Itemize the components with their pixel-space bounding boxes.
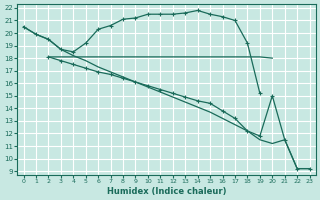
X-axis label: Humidex (Indice chaleur): Humidex (Indice chaleur)	[107, 187, 226, 196]
